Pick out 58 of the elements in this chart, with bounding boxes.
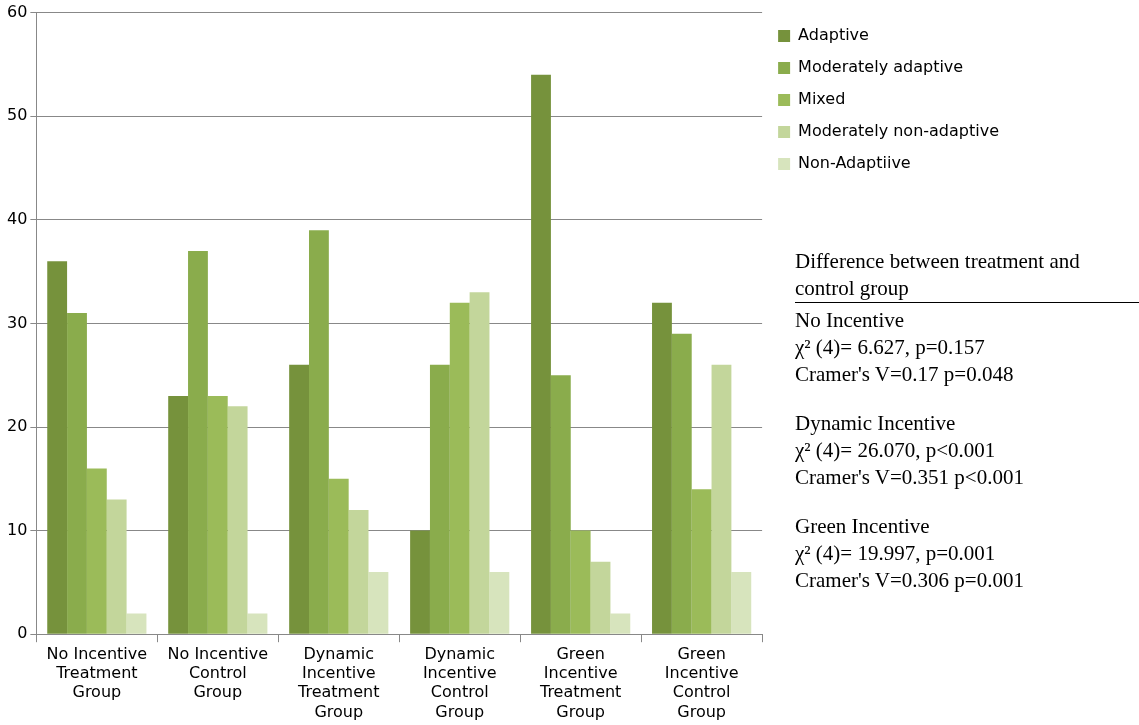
legend-label: Moderately non-adaptive — [798, 121, 999, 141]
legend-label: Mixed — [798, 89, 846, 109]
text: Cramer's V=0.17 p=0.048 — [795, 361, 1015, 388]
bar — [247, 613, 268, 634]
legend-label: Non-Adaptiive — [798, 153, 911, 173]
bar — [188, 250, 208, 634]
bar — [570, 530, 591, 634]
bar — [531, 74, 551, 634]
bar — [691, 489, 712, 634]
x-tick-label: Dynamic Incentive Control Group — [422, 643, 497, 721]
y-tick-label: 50 — [7, 105, 28, 125]
x-tick-label: Green Incentive Control Group — [664, 643, 739, 721]
legend-label: Moderately adaptive — [798, 57, 964, 77]
bar — [469, 292, 490, 634]
y-tick-label: 30 — [7, 312, 28, 332]
bar — [106, 499, 127, 634]
text: No Incentive — [795, 307, 906, 334]
y-tick-label: 40 — [7, 208, 28, 228]
bar — [590, 561, 611, 634]
bar — [47, 261, 68, 634]
text: Dynamic Incentive — [795, 410, 957, 437]
bar — [227, 406, 248, 634]
legend-label: Adaptive — [798, 25, 869, 45]
bar — [429, 364, 450, 634]
bar — [652, 302, 672, 634]
text: Cramer's V=0.306 p=0.001 — [795, 567, 1025, 594]
text: χ² (4)= 19.997, p=0.001 — [795, 540, 997, 567]
bar — [207, 395, 228, 634]
bar — [550, 375, 571, 634]
bar — [348, 509, 369, 634]
bar — [671, 333, 692, 634]
bar — [289, 364, 309, 634]
text: χ² (4)= 6.627, p=0.157 — [795, 334, 986, 361]
bar — [309, 230, 329, 634]
bar — [126, 613, 147, 634]
bar — [489, 572, 510, 634]
bar — [67, 313, 87, 634]
bar — [711, 364, 732, 634]
x-tick-label: Dynamic Incentive Treatment Group — [297, 643, 380, 721]
x-tick-label: No Incentive Treatment Group — [46, 643, 148, 702]
bar — [731, 572, 752, 634]
y-tick-label: 0 — [17, 623, 28, 643]
bar — [86, 468, 107, 634]
text: Green Incentive — [795, 513, 931, 540]
bar — [328, 478, 349, 634]
bar — [610, 613, 631, 634]
text: χ² (4)= 26.070, p<0.001 — [795, 437, 997, 464]
bar — [168, 395, 189, 634]
y-tick-label: 20 — [7, 416, 28, 436]
bar — [410, 530, 430, 634]
y-tick-label: 60 — [7, 1, 28, 21]
bar — [368, 572, 389, 634]
y-tick-label: 10 — [7, 519, 28, 539]
text: Difference between treatment and control group — [795, 248, 1139, 303]
text: Cramer's V=0.351 p<0.001 — [795, 464, 1025, 491]
bar — [449, 302, 470, 634]
x-tick-label: No Incentive Control Group — [167, 643, 269, 702]
x-tick-label: Green Incentive Treatment Group — [538, 643, 622, 721]
